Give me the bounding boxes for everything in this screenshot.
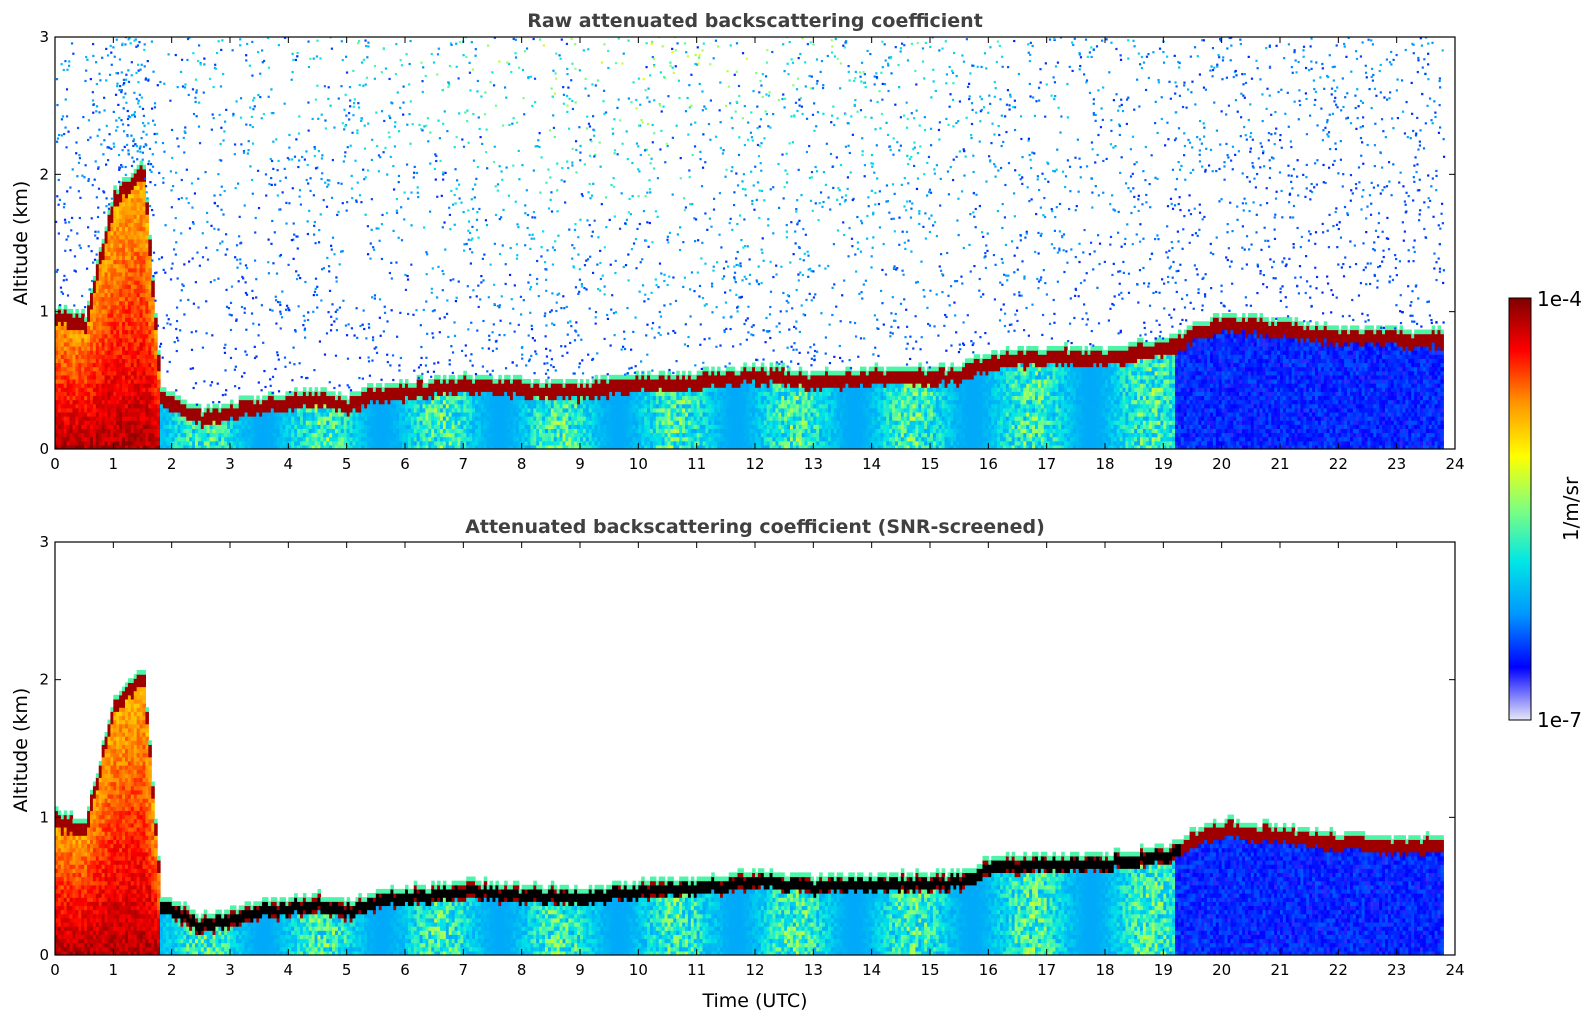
x-tick-label: 3 [225,961,235,979]
x-tick-label: 21 [1270,961,1289,979]
x-tick-label: 9 [575,455,585,473]
y-tick-label: 2 [39,165,49,183]
x-tick-label: 6 [400,961,410,979]
y-tick-label: 0 [39,440,49,458]
panel-screened-y-axis: 0 1 2 3 [39,533,1455,964]
colorbar-max-label: 1e-4 [1537,287,1582,311]
x-tick-label: 11 [687,455,706,473]
panel-raw-heatmap [55,37,1446,449]
x-tick-label: 17 [1037,455,1056,473]
x-tick-label: 4 [284,455,294,473]
panel-raw-title: Raw attenuated backscattering coefficien… [527,10,983,32]
x-tick-label: 18 [1095,455,1114,473]
colorbar: 1e-4 1e-7 1/m/sr [1508,287,1583,732]
x-tick-label: 7 [459,455,469,473]
panel-raw-x-axis: 0 1 2 3 4 5 6 7 8 9 10 11 12 13 14 15 16 17 18 19 20 21 22 23 24 [50,37,1465,473]
x-tick-label: 2 [167,961,177,979]
x-tick-label: 8 [517,455,527,473]
x-tick-label: 0 [50,455,60,473]
x-tick-label: 14 [862,961,881,979]
y-tick-label: 3 [39,28,49,46]
x-tick-label: 3 [225,455,235,473]
x-tick-label: 2 [167,455,177,473]
x-tick-label: 13 [804,455,823,473]
y-tick-label: 1 [39,808,49,826]
x-tick-label: 20 [1212,961,1231,979]
x-tick-label: 24 [1445,961,1464,979]
y-tick-label: 3 [39,533,49,551]
x-tick-label: 4 [284,961,294,979]
x-tick-label: 1 [109,961,119,979]
x-tick-label: 10 [629,961,648,979]
panel-screened-ylabel: Altitude (km) [10,688,32,813]
x-tick-label: 17 [1037,961,1056,979]
x-tick-label: 10 [629,455,648,473]
x-tick-label: 16 [979,961,998,979]
x-tick-label: 21 [1270,455,1289,473]
colorbar-gradient [1508,297,1532,721]
x-tick-label: 13 [804,961,823,979]
y-tick-label: 0 [39,946,49,964]
x-tick-label: 24 [1445,455,1464,473]
panel-screened: Attenuated backscattering coefficient (S… [10,516,1465,1012]
x-tick-label: 22 [1329,961,1348,979]
panel-raw-ylabel: Altitude (km) [10,181,32,306]
panel-screened-x-axis: 0 1 2 3 4 5 6 7 8 9 10 11 12 13 14 15 16 17 18 19 20 21 22 23 24 [50,542,1465,979]
x-tick-label: 20 [1212,455,1231,473]
x-tick-label: 23 [1387,961,1406,979]
x-tick-label: 19 [1154,455,1173,473]
panel-raw-y-axis: 0 1 2 3 [39,28,1455,458]
x-tick-label: 9 [575,961,585,979]
panel-screened-heatmap [55,670,1444,955]
x-tick-label: 23 [1387,455,1406,473]
colorbar-unit-label: 1/m/sr [1559,476,1583,541]
x-tick-label: 12 [745,961,764,979]
colorbar-min-label: 1e-7 [1537,708,1582,732]
y-tick-label: 1 [39,303,49,321]
x-tick-label: 1 [109,455,119,473]
x-tick-label: 16 [979,455,998,473]
x-tick-label: 11 [687,961,706,979]
x-tick-label: 14 [862,455,881,473]
x-tick-label: 8 [517,961,527,979]
x-tick-label: 5 [342,961,352,979]
panel-screened-xlabel: Time (UTC) [701,990,807,1012]
x-tick-label: 22 [1329,455,1348,473]
x-tick-label: 12 [745,455,764,473]
y-tick-label: 2 [39,671,49,689]
x-tick-label: 18 [1095,961,1114,979]
x-tick-label: 5 [342,455,352,473]
x-tick-label: 15 [920,455,939,473]
x-tick-label: 6 [400,455,410,473]
x-tick-label: 19 [1154,961,1173,979]
x-tick-label: 7 [459,961,469,979]
panel-raw: Raw attenuated backscattering coefficien… [10,10,1465,473]
x-tick-label: 15 [920,961,939,979]
x-tick-label: 0 [50,961,60,979]
panel-screened-title: Attenuated backscattering coefficient (S… [465,516,1045,538]
